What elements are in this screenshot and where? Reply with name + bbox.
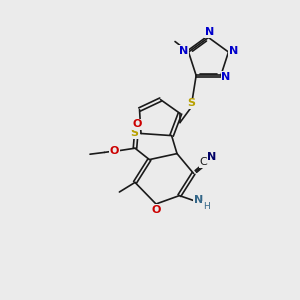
Text: N: N	[194, 195, 203, 205]
Text: N: N	[179, 46, 188, 56]
Text: N: N	[229, 46, 238, 56]
Text: O: O	[132, 119, 142, 129]
Text: O: O	[110, 146, 119, 156]
Text: H: H	[203, 202, 210, 211]
Text: O: O	[152, 205, 161, 215]
Text: N: N	[205, 27, 214, 37]
Text: S: S	[188, 98, 196, 108]
Text: S: S	[130, 128, 138, 139]
Text: N: N	[221, 72, 231, 82]
Text: C: C	[200, 157, 208, 167]
Text: N: N	[208, 152, 217, 162]
